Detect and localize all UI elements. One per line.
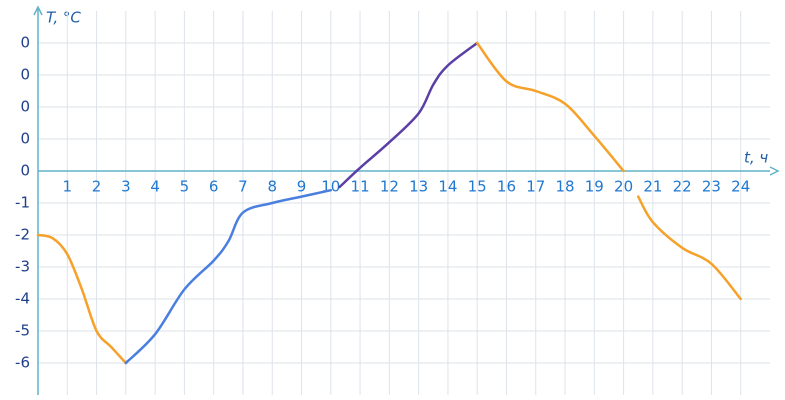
temperature-line	[124, 188, 333, 365]
y-tick-label: -4	[15, 290, 30, 308]
x-tick-label: 4	[150, 178, 160, 196]
x-tick-label: 16	[497, 178, 516, 196]
x-tick-label: 24	[731, 178, 750, 196]
x-tick-label: 8	[267, 178, 277, 196]
y-axis-label: T, °C	[46, 9, 81, 27]
x-tick-label: 14	[438, 178, 457, 196]
x-tick-label: 11	[351, 178, 370, 196]
y-axis-arrow	[33, 5, 43, 16]
y-tick-label: -6	[15, 354, 30, 372]
temperature-line	[338, 41, 479, 189]
y-tick-label: -2	[15, 226, 30, 244]
x-tick-label: 7	[238, 178, 248, 196]
y-tick-label: -3	[15, 258, 30, 276]
x-tick-label: 15	[468, 178, 487, 196]
temperature-line	[36, 233, 128, 365]
y-tick-label: 0	[20, 130, 30, 148]
y-tick-label: 0	[20, 66, 30, 84]
x-tick-label: 23	[702, 178, 721, 196]
y-tick-label: 0	[20, 98, 30, 116]
x-tick-label: 5	[180, 178, 190, 196]
y-tick-label: 0	[20, 162, 30, 180]
x-tick-label: 22	[673, 178, 692, 196]
x-tick-label: 3	[121, 178, 131, 196]
x-axis-arrow	[769, 166, 780, 176]
x-tick-label: 12	[380, 178, 399, 196]
y-tick-label: -1	[15, 194, 30, 212]
x-tick-label: 13	[409, 178, 428, 196]
x-tick-label: 2	[92, 178, 102, 196]
y-tick-label: -5	[15, 322, 30, 340]
temperature-line	[636, 195, 742, 301]
x-axis-label: t, ч	[744, 149, 768, 167]
x-tick-label: 21	[643, 178, 662, 196]
x-tick-label: 1	[63, 178, 73, 196]
x-tick-label: 18	[555, 178, 574, 196]
x-tick-label: 20	[614, 178, 633, 196]
temperature-line	[475, 41, 625, 173]
x-tick-label: 6	[209, 178, 219, 196]
y-tick-label: 0	[20, 34, 30, 52]
x-tick-label: 19	[585, 178, 604, 196]
x-tick-label: 17	[526, 178, 545, 196]
x-tick-label: 9	[297, 178, 307, 196]
